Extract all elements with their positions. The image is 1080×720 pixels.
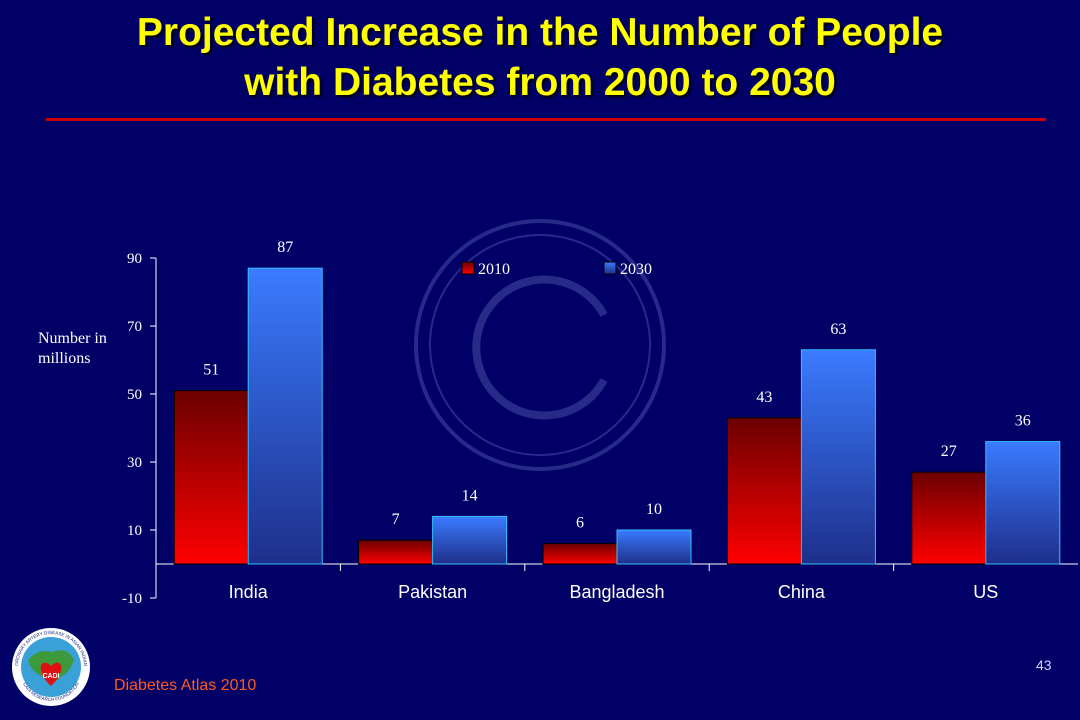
x-tick-label: Bangladesh [569,582,664,602]
bar-2010-india [173,390,249,565]
y-tick-label: 90 [127,251,142,267]
data-label: 14 [462,487,478,504]
plot-area: -10 10 30 50 70 90 India 51 87 Pakistan 7 14 Banglad… [122,239,1078,607]
title-line-1: Projected Increase in the Number of Peop… [136,11,944,54]
x-tick-label: Pakistan [398,582,467,602]
bar-2030-pakistan [432,515,508,565]
data-label: 63 [830,321,846,338]
y-tick-label: -10 [122,591,142,607]
data-label: 10 [646,501,662,518]
y-axis-label: Number in millions [38,330,107,367]
data-label: 6 [576,515,584,532]
source-citation: Diabetes Atlas 2010 [114,677,257,694]
copyright-watermark-icon [414,219,666,471]
data-label: 51 [203,362,219,379]
bar-2010-us [911,471,987,565]
bar-2010-bangladesh [542,543,618,565]
slide-title: Projected Increase in the Number of Peop… [0,8,1080,108]
y-tick-label: 30 [127,455,142,471]
bar-2030-india [247,267,323,565]
bar-2030-us [985,441,1061,565]
cadi-logo-icon: CADI CORONARY ARTERY DISEASE IN ASIAN IN… [10,626,90,706]
data-label: 43 [756,389,772,406]
bar-2010-pakistan [358,539,434,565]
data-label: 7 [392,511,400,528]
y-tick-label: 70 [127,319,142,335]
data-label: 27 [941,443,957,460]
y-tick-label: 50 [127,387,142,403]
title-line-2: with Diabetes from 2000 to 2030 [244,61,836,104]
legend-swatch-2030 [603,261,617,275]
logo-center-text: CADI [42,673,59,680]
x-tick-label: US [973,582,998,602]
bar-2030-bangladesh [616,529,692,565]
bar-2030-china [800,349,876,565]
legend-label-2010: 2010 [478,261,510,278]
data-label: 36 [1015,413,1031,430]
y-tick-label: 10 [127,523,142,539]
bar-2010-china [726,417,802,565]
slide-number: 43 [1036,657,1052,673]
legend-label-2030: 2030 [620,261,652,278]
x-tick-label: India [229,582,269,602]
data-label: 87 [277,239,293,256]
legend-swatch-2010 [461,261,475,275]
title-divider [46,118,1046,121]
x-tick-label: China [778,582,826,602]
